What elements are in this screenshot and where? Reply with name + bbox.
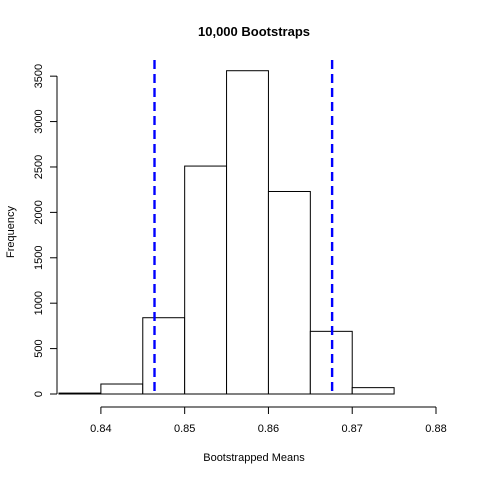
y-tick-label: 3500 (33, 64, 45, 88)
y-axis: 0 500 1000 1500 2000 2500 3000 3500 (33, 64, 57, 397)
x-axis-label: Bootstrapped Means (203, 452, 305, 464)
histogram-bar-7 (352, 388, 394, 394)
x-axis: 0.84 0.85 0.86 0.87 0.88 (90, 407, 447, 435)
histogram-bar-4 (227, 71, 269, 394)
histogram-bar-2 (143, 318, 185, 394)
chart-title: 10,000 Bootstraps (198, 24, 310, 39)
y-tick-label: 2500 (33, 155, 45, 179)
y-tick-label: 3000 (33, 109, 45, 133)
y-tick-label: 1000 (33, 291, 45, 315)
histogram-bar-3 (185, 166, 227, 394)
bars-group (59, 71, 394, 394)
y-axis-label: Frequency (5, 206, 17, 258)
x-tick-label: 0.84 (90, 423, 111, 435)
x-tick-label: 0.85 (174, 423, 195, 435)
y-tick-label: 2000 (33, 200, 45, 224)
x-tick-label: 0.86 (258, 423, 279, 435)
y-tick-label: 1500 (33, 246, 45, 270)
y-tick-label: 500 (33, 339, 45, 357)
histogram-bar-1 (101, 384, 143, 394)
y-tick-label: 0 (33, 391, 45, 397)
histogram-bar-5 (268, 191, 310, 394)
x-tick-label: 0.88 (425, 423, 446, 435)
x-tick-label: 0.87 (342, 423, 363, 435)
histogram-bar-0 (59, 393, 101, 394)
